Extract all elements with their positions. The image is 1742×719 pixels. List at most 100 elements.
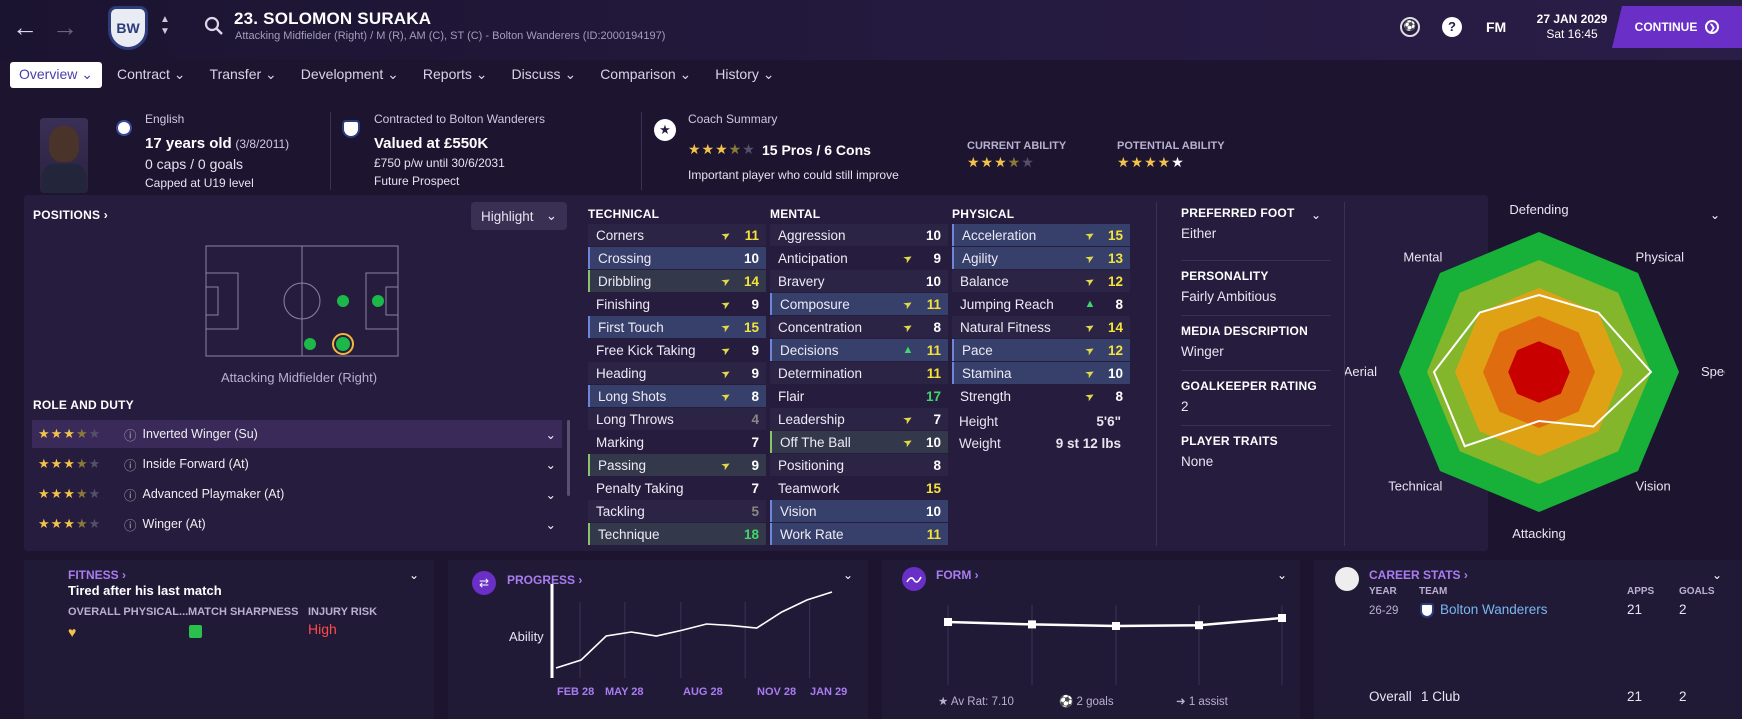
attribute-row-tackling[interactable]: Tackling 5 xyxy=(588,500,766,522)
chevron-down-icon[interactable]: ⌄ xyxy=(1712,568,1723,582)
attribute-row-passing[interactable]: Passing ➤ 9 xyxy=(588,454,766,476)
attribute-row-bravery[interactable]: Bravery 10 xyxy=(770,270,948,292)
chevron-down-icon[interactable]: ⌄ xyxy=(545,487,556,502)
tab-discuss[interactable]: Discuss ⌄ xyxy=(511,66,577,82)
chevron-down-icon[interactable]: ⌄ xyxy=(409,568,420,582)
role-row[interactable]: ★★★★★ ⓘ Inverted Winger (Su) ⌄ xyxy=(32,420,562,448)
back-arrow-icon[interactable]: ← xyxy=(12,12,38,42)
tab-overview[interactable]: Overview ⌄ xyxy=(10,62,102,88)
fm-menu-button[interactable]: FM xyxy=(1486,19,1507,35)
form-title[interactable]: FORM › xyxy=(936,568,979,582)
info-icon[interactable]: ⓘ xyxy=(124,428,137,443)
attribute-row-concentration[interactable]: Concentration ➤ 8 xyxy=(770,316,948,338)
attribute-name: Dribbling xyxy=(598,273,652,289)
career-team-link[interactable]: Bolton Wanderers xyxy=(1440,602,1548,617)
role-row[interactable]: ★★★★★ ⓘ Inside Forward (At) ⌄ xyxy=(32,450,562,478)
attribute-row-pace[interactable]: Pace ➤ 12 xyxy=(952,339,1130,361)
trend-arrow-icon: ➤ xyxy=(901,296,916,312)
form-point[interactable] xyxy=(1278,614,1286,622)
forward-arrow-icon[interactable]: → xyxy=(52,12,78,42)
attribute-row-acceleration[interactable]: Acceleration ➤ 15 xyxy=(952,224,1130,246)
globe-icon[interactable]: ⚽ xyxy=(1400,17,1420,37)
info-icon[interactable]: ⓘ xyxy=(124,488,137,503)
attribute-row-leadership[interactable]: Leadership ➤ 7 xyxy=(770,408,948,430)
roles-scrollbar[interactable] xyxy=(567,420,570,496)
player-switch-chevrons-icon[interactable]: ▲ ▼ xyxy=(160,14,170,37)
attribute-row-technique[interactable]: Technique 18 xyxy=(588,523,766,545)
attribute-value: 10 xyxy=(925,273,941,289)
fitness-title[interactable]: FITNESS › xyxy=(68,568,127,582)
chevron-down-icon[interactable]: ⌄ xyxy=(545,457,556,472)
attribute-row-positioning[interactable]: Positioning 8 xyxy=(770,454,948,476)
tab-history[interactable]: History ⌄ xyxy=(715,66,775,82)
tab-contract[interactable]: Contract ⌄ xyxy=(116,66,186,82)
col-goals: GOALS xyxy=(1679,586,1715,597)
attribute-row-flair[interactable]: Flair 17 xyxy=(770,385,948,407)
attribute-row-composure[interactable]: Composure ➤ 11 xyxy=(770,293,948,315)
attribute-row-jumping-reach[interactable]: Jumping Reach ▲ 8 xyxy=(952,293,1130,315)
age-block: 17 years old (3/8/2011) xyxy=(145,135,289,152)
attribute-row-work-rate[interactable]: Work Rate 11 xyxy=(770,523,948,545)
attribute-row-natural-fitness[interactable]: Natural Fitness ➤ 14 xyxy=(952,316,1130,338)
attribute-row-finishing[interactable]: Finishing ➤ 9 xyxy=(588,293,766,315)
chevron-down-icon[interactable]: ⌄ xyxy=(1710,208,1721,222)
attribute-row-teamwork[interactable]: Teamwork 15 xyxy=(770,477,948,499)
detail-value: None xyxy=(1181,454,1214,469)
tab-comparison[interactable]: Comparison ⌄ xyxy=(600,66,692,82)
progress-title[interactable]: PROGRESS › xyxy=(507,573,583,587)
info-icon[interactable]: ⓘ xyxy=(124,518,137,533)
chevron-down-icon[interactable]: ⌄ xyxy=(545,517,556,532)
attribute-row-vision[interactable]: Vision 10 xyxy=(770,500,948,522)
progress-tick-label: NOV 28 xyxy=(757,686,797,698)
attribute-row-long-shots[interactable]: Long Shots ➤ 8 xyxy=(588,385,766,407)
attribute-value: 10 xyxy=(925,227,941,243)
club-crest[interactable]: BW xyxy=(108,6,148,50)
chevron-down-icon[interactable]: ⌄ xyxy=(843,568,854,582)
form-point[interactable] xyxy=(1195,621,1203,630)
chevron-down-icon[interactable]: ⌄ xyxy=(1311,208,1322,222)
attribute-row-dribbling[interactable]: Dribbling ➤ 14 xyxy=(588,270,766,292)
attribute-row-long-throws[interactable]: Long Throws 4 xyxy=(588,408,766,430)
attribute-row-anticipation[interactable]: Anticipation ➤ 9 xyxy=(770,247,948,269)
form-point[interactable] xyxy=(1112,622,1120,630)
attribute-row-free-kick-taking[interactable]: Free Kick Taking ➤ 9 xyxy=(588,339,766,361)
tab-transfer[interactable]: Transfer ⌄ xyxy=(209,66,277,82)
continue-button[interactable]: CONTINUE ❯ xyxy=(1612,6,1742,48)
attribute-row-determination[interactable]: Determination 11 xyxy=(770,362,948,384)
attribute-row-agility[interactable]: Agility ➤ 13 xyxy=(952,247,1130,269)
info-icon[interactable]: ⓘ xyxy=(124,458,137,473)
highlight-dropdown[interactable]: Highlight ⌄ xyxy=(471,202,567,230)
divider xyxy=(1156,202,1157,546)
attribute-row-strength[interactable]: Strength ➤ 8 xyxy=(952,385,1130,407)
positions-title[interactable]: POSITIONS › xyxy=(33,208,108,222)
role-row[interactable]: ★★★★★ ⓘ Winger (At) ⌄ xyxy=(32,510,562,538)
attribute-row-marking[interactable]: Marking 7 xyxy=(588,431,766,453)
attribute-name: Aggression xyxy=(778,227,846,243)
tab-development[interactable]: Development ⌄ xyxy=(300,66,399,82)
tab-reports[interactable]: Reports ⌄ xyxy=(422,66,488,82)
attribute-value: 11 xyxy=(926,296,941,312)
star-icon: ★ xyxy=(654,119,676,141)
form-point[interactable] xyxy=(944,618,952,626)
form-point[interactable] xyxy=(1028,620,1036,629)
help-button[interactable]: ? xyxy=(1442,17,1462,37)
attribute-row-crossing[interactable]: Crossing 10 xyxy=(588,247,766,269)
chevron-down-icon[interactable]: ⌄ xyxy=(1277,568,1288,582)
trend-arrow-icon: ➤ xyxy=(901,250,916,266)
attribute-row-stamina[interactable]: Stamina ➤ 10 xyxy=(952,362,1130,384)
attribute-row-balance[interactable]: Balance ➤ 12 xyxy=(952,270,1130,292)
attribute-row-aggression[interactable]: Aggression 10 xyxy=(770,224,948,246)
chevron-down-icon[interactable]: ⌄ xyxy=(545,427,556,442)
attribute-row-off-the-ball[interactable]: Off The Ball ➤ 10 xyxy=(770,431,948,453)
role-stars: ★★★★★ xyxy=(38,456,102,471)
attribute-row-heading[interactable]: Heading ➤ 9 xyxy=(588,362,766,384)
attribute-row-first-touch[interactable]: First Touch ➤ 15 xyxy=(588,316,766,338)
attribute-row-decisions[interactable]: Decisions ▲ 11 xyxy=(770,339,948,361)
trend-arrow-icon: ▲ xyxy=(1084,298,1096,310)
attribute-row-corners[interactable]: Corners ➤ 11 xyxy=(588,224,766,246)
career-title[interactable]: CAREER STATS › xyxy=(1369,568,1468,582)
search-icon[interactable] xyxy=(204,16,224,39)
progress-icon: ⇄ xyxy=(472,571,496,595)
role-row[interactable]: ★★★★★ ⓘ Advanced Playmaker (At) ⌄ xyxy=(32,480,562,508)
attribute-row-penalty-taking[interactable]: Penalty Taking 7 xyxy=(588,477,766,499)
